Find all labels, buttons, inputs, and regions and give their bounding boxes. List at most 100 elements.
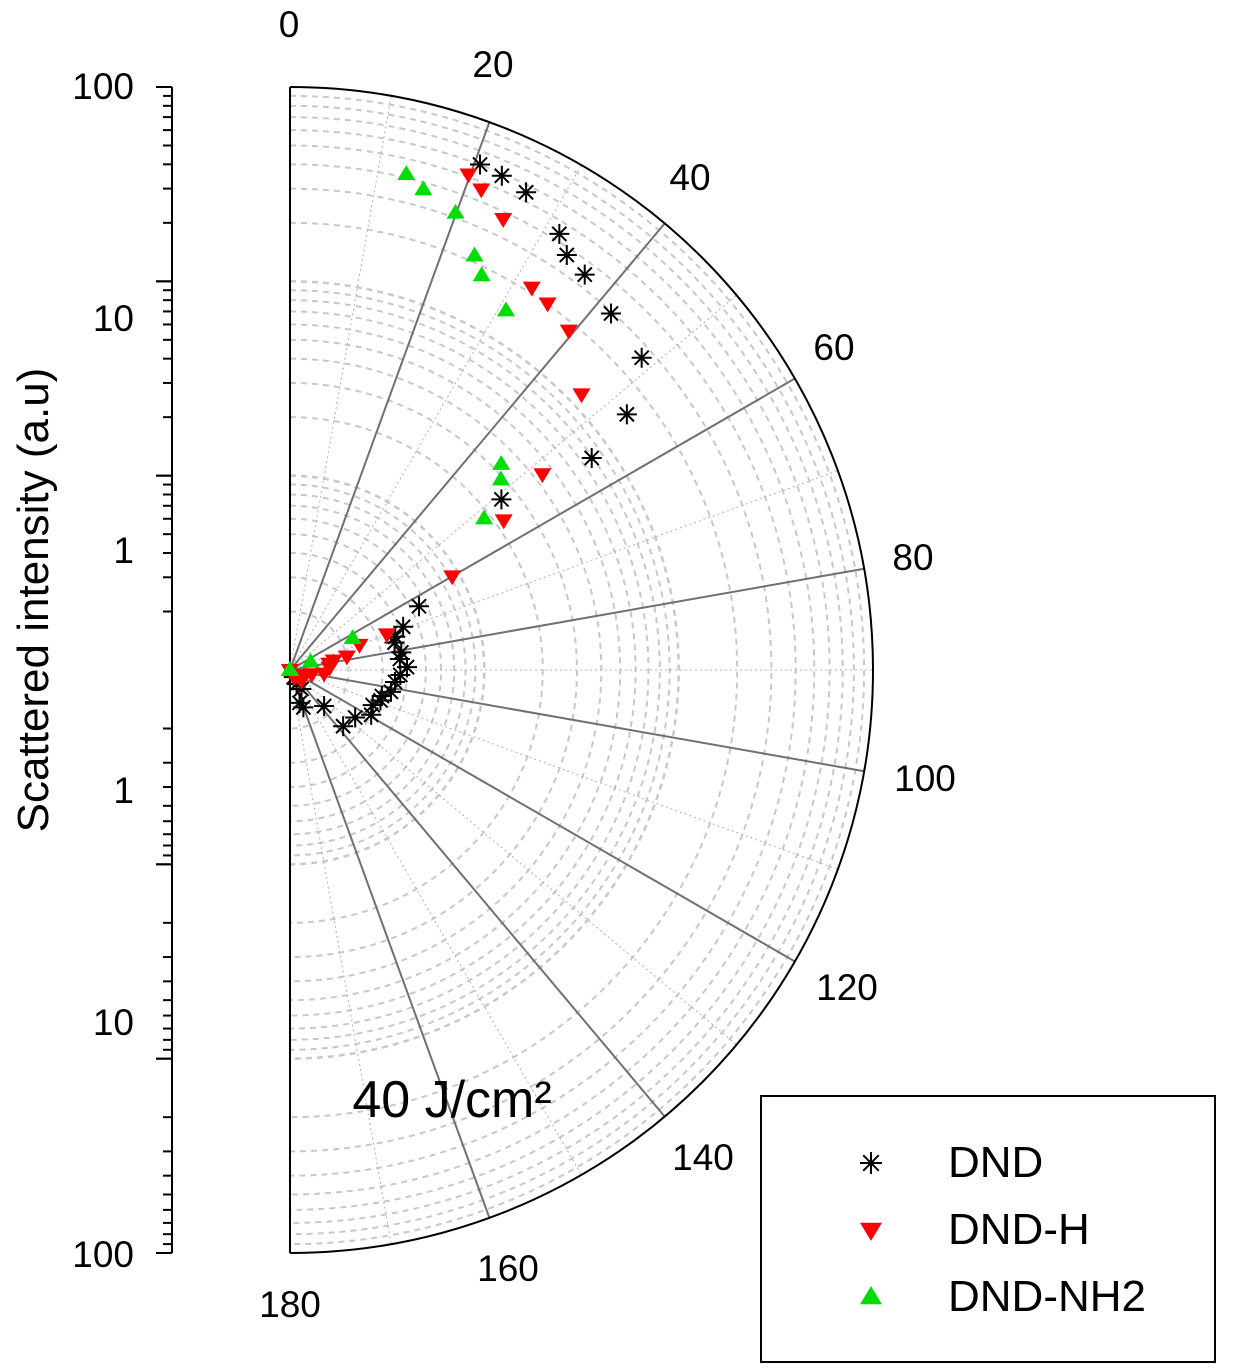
data-point-dnd [549,223,570,244]
data-point-dnd-h [377,628,396,644]
data-point-dnd [393,616,414,637]
radial-tick-label: 100 [72,66,134,107]
data-point-dnd-nh2 [472,266,491,282]
radial-grid-circle [289,504,456,836]
data-point-dnd [408,596,429,617]
legend-markers [860,1152,882,1305]
radial-tick-label: 1 [113,530,134,571]
legend-marker-dnd-nh2 [860,1286,882,1305]
data-point-dnd [361,704,382,725]
angular-spokes [289,121,865,1219]
angle-tick-label: 80 [892,537,933,578]
angular-minor-grid-line [289,95,392,671]
radial-grid-circle [289,221,739,1119]
data-point-dnd [574,264,595,285]
radial-tick-label: 1 [113,770,134,811]
legend-marker-dnd-h [860,1222,882,1241]
data-point-dnd [314,696,335,717]
angle-tick-label: 0 [279,4,300,45]
data-point-dnd [556,244,577,265]
data-point-dnd-nh2 [414,180,433,196]
outer-boundary-arc [289,86,874,1254]
data-point-dnd-nh2 [492,454,511,470]
data-point-dnd-nh2 [397,165,416,181]
angular-minor-grid-line [289,669,737,1046]
legend-box [760,1095,1216,1363]
angle-tick-label: 160 [477,1248,539,1289]
data-point-dnd-h [494,514,513,530]
radial-grid-circle [289,576,384,764]
radial-tick-label: 10 [93,298,134,339]
data-point-dnd-h [443,570,462,586]
data-point-dnd [491,489,512,510]
data-point-dnd [616,404,637,425]
radial-tick-label: 10 [93,1002,134,1043]
angular-minor-grid-line [289,294,737,671]
data-point-dnd-nh2 [301,652,320,668]
data-point-dnd-nh2 [465,246,484,262]
angular-minor-grid-line [289,669,839,870]
data-point-dnd-h [559,324,578,340]
radial-scale-axis: 100 10 1 1 10 100 [72,66,173,1275]
legend: DND DND-H DND-NH2 [760,1095,1216,1363]
data-point-dnd-nh2 [281,661,299,676]
radial-grid [289,94,873,1246]
radial-grid-circle [289,129,831,1211]
legend-label-dnd-nh2: DND-NH2 [948,1272,1146,1321]
radial-scale-ticks [156,86,172,1254]
angle-tick-label: 100 [894,758,956,799]
fluence-annotation: 40 J/cm² [352,1071,551,1129]
data-point-dnd-nh2 [446,203,465,219]
radial-grid-circle [289,381,579,959]
y-axis-label: Scattered intensity (a.u) [9,368,58,833]
data-point-dnd-nh2 [475,509,494,525]
data-point-dnd-h [538,297,557,313]
angular-spoke [289,669,666,1118]
data-point-dnd [491,165,512,186]
radial-grid-circle [290,311,648,1028]
angular-spoke [289,567,865,671]
data-markers [281,154,652,737]
angular-spoke [289,222,666,671]
angle-tick-label: 40 [669,157,710,198]
data-point-dnd-h [337,650,356,666]
angular-minor-grid-line [289,669,582,1176]
data-point-dnd [631,347,652,368]
data-point-dnd-h [533,468,552,484]
angular-spoke [289,377,796,671]
angle-tick-label: 60 [813,327,854,368]
legend-label-dnd-h: DND-H [948,1205,1090,1254]
data-point-dnd-h [522,281,541,297]
radial-tick-label: 100 [72,1234,134,1275]
angular-spoke [289,121,491,671]
data-point-dnd-h [315,667,334,683]
data-point-dnd [600,303,621,324]
angular-tick-labels: 0 20 40 60 80 100 120 140 160 180 [259,4,956,1325]
angle-tick-label: 180 [259,1284,321,1325]
data-point-dnd [516,182,537,203]
data-point-dnd-h [572,388,591,404]
angular-minor-grid-line [289,669,392,1245]
angle-tick-label: 20 [472,44,513,85]
data-point-dnd [384,632,405,653]
radial-grid-circle [289,104,856,1236]
data-point-dnd [581,447,602,468]
data-point-dnd [333,716,354,737]
legend-marker-dnd [860,1152,882,1174]
data-point-dnd-nh2 [343,629,362,645]
radial-grid-circle [289,552,408,788]
angle-tick-label: 120 [816,967,878,1008]
radial-grid-circle [289,416,544,924]
legend-label-dnd: DND [948,1138,1043,1187]
angular-spoke [289,669,491,1219]
radial-grid-circle [289,94,866,1246]
data-point-dnd-h [472,183,491,199]
angular-minor-grid-line [289,470,839,671]
angular-minor-grid-line [289,164,582,671]
data-point-dnd-h [459,168,478,184]
radial-grid-circle [289,116,844,1224]
radial-grid-circle [289,280,680,1060]
data-point-dnd-nh2 [497,301,516,317]
radial-grid-circle [289,610,350,730]
